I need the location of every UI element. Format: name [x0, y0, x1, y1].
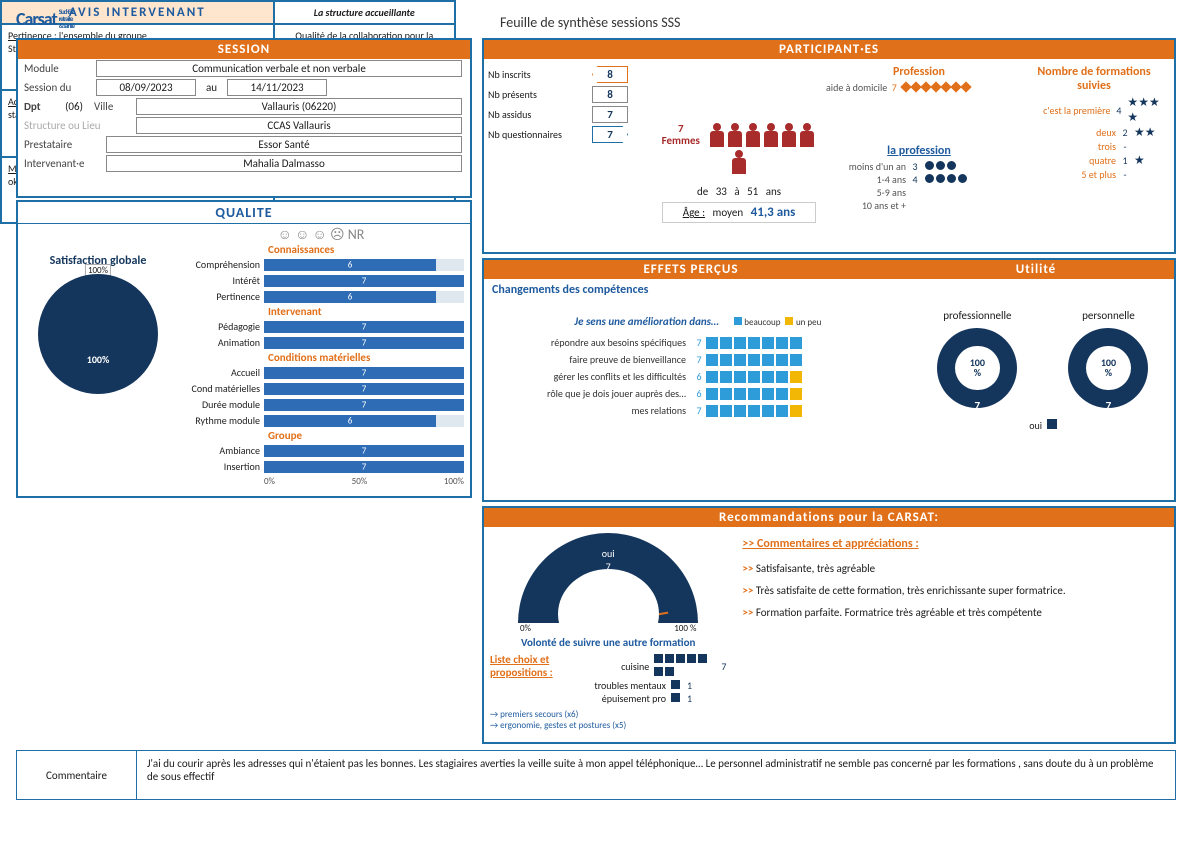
- legend-beaucoup: beaucoup: [744, 317, 780, 328]
- age-max: 51: [747, 185, 758, 198]
- femmes-lbl: Femmes: [662, 134, 700, 147]
- profession-diamonds: [901, 81, 971, 94]
- age-moyen-lbl: moyen: [713, 206, 744, 219]
- age-lbl: Âge :: [683, 206, 705, 219]
- vol-title: Volonté de suivre une autre formation: [500, 636, 716, 649]
- qualite-header: QUALITE: [18, 202, 470, 224]
- dpt-value: (06): [54, 100, 94, 113]
- structure-header: La structure accueillante: [274, 0, 456, 24]
- util-pers-label: personnelle: [1068, 309, 1148, 322]
- utilite-header: Utilité: [898, 260, 1174, 279]
- util-oui: oui: [1029, 419, 1042, 432]
- age-min: 33: [716, 185, 727, 198]
- effets-panel: EFFETS PERÇUS Utilité Changements des co…: [482, 258, 1176, 502]
- util-pers-donut: 100% 7: [1068, 328, 1148, 408]
- donut-pct: 100%: [87, 353, 110, 366]
- quality-bars: ConnaissancesCompréhension6Intérêt7Perti…: [178, 243, 464, 474]
- util-pro-label: professionnelle: [937, 309, 1017, 322]
- comm-title: >> Commentaires et appréciations :: [742, 537, 1164, 551]
- au-label: au: [198, 81, 225, 94]
- util-pro-donut: 100% 7: [937, 328, 1017, 408]
- date-start: 08/09/2023: [96, 79, 196, 96]
- effets-header: EFFETS PERÇUS: [484, 260, 898, 279]
- prestataire-label: Prestataire: [24, 138, 104, 151]
- age-de: de: [697, 185, 708, 198]
- module-value: Communication verbale et non verbale: [96, 60, 462, 77]
- session-header: SESSION: [18, 40, 470, 59]
- bottom-comment: Commentaire J'ai du courir après les adr…: [16, 750, 1176, 800]
- logo: CarsatSud-Estretraite& santé: [16, 8, 74, 30]
- comments-list: Satisfaisante, très agréableTrès satisfa…: [742, 561, 1164, 621]
- prestataire-value: Essor Santé: [106, 136, 462, 153]
- structure-value: CCAS Vallauris: [136, 117, 462, 134]
- gauge-100: 100 %: [674, 623, 696, 634]
- age-moyen: 41,3 ans: [751, 205, 796, 220]
- effets-subtitle: Changements des compétences: [492, 283, 904, 297]
- recomm-header: Recommandations pour la CARSAT:: [484, 508, 1174, 527]
- ville-label: Ville: [94, 100, 134, 113]
- dpt-label: Dpt: [24, 100, 54, 113]
- comment-lbl: Commentaire: [17, 751, 137, 799]
- extra2: → ergonomie, gestes et postures (x5): [490, 720, 726, 731]
- formations-title: Nombre de formations suivies: [1020, 65, 1168, 93]
- gauge-0: 0%: [520, 623, 531, 634]
- participant-counts: Nb inscrits8Nb présents8Nb assidus7Nb qu…: [488, 66, 650, 143]
- nr-label: NR: [348, 226, 365, 243]
- age-a: à: [734, 185, 739, 198]
- gauge: oui7: [518, 533, 698, 623]
- anciennete-title: la profession: [826, 144, 1012, 158]
- session-panel: SESSION Module Communication verbale et …: [16, 38, 472, 198]
- session-du-label: Session du: [24, 81, 94, 94]
- ville-value: Vallauris (06220): [136, 98, 462, 115]
- people-icons: [708, 137, 816, 177]
- intervenant-label: Intervenant·e: [24, 157, 104, 170]
- profession-item: aide à domicile: [826, 81, 887, 94]
- formations-list: c'est la première4★★★★deux2★★trois-quatr…: [1020, 95, 1168, 181]
- comment-txt: J'ai du courir après les adresses qui n'…: [137, 751, 1175, 799]
- structure-label: Structure ou Lieu: [24, 119, 134, 132]
- profession-val: 7: [892, 81, 897, 94]
- extra1: → premiers secours (x6): [490, 709, 726, 720]
- participants-panel: PARTICIPANT·ES Nb inscrits8Nb présents8N…: [482, 38, 1176, 254]
- recomm-panel: Recommandations pour la CARSAT: oui7 0% …: [482, 506, 1176, 744]
- legend-unpeu: un peu: [796, 317, 821, 328]
- page-title: Feuille de synthèse sessions SSS: [500, 14, 681, 31]
- axis-100: 100%: [444, 476, 464, 487]
- liste-title: Liste choix et propositions :: [490, 653, 580, 705]
- intervenant-value: Mahalia Dalmasso: [106, 155, 462, 172]
- propositions: cuisine7troubles mentaux1épuisement pro1: [580, 653, 726, 705]
- module-label: Module: [24, 62, 94, 75]
- date-end: 14/11/2023: [227, 79, 327, 96]
- anciennete-list: moins d'un an31-4 ans45-9 ans10 ans et +: [826, 160, 1012, 212]
- effets-rows: répondre aux besoins spécifiques7faire p…: [492, 334, 904, 419]
- axis-50: 50%: [352, 476, 368, 487]
- sense-label: Je sens une amélioration dans…: [574, 315, 718, 328]
- age-ans: ans: [766, 185, 781, 198]
- participants-header: PARTICIPANT·ES: [484, 40, 1174, 59]
- profession-title: Profession: [826, 65, 1012, 79]
- satisfaction-donut: 100% 100%: [38, 274, 158, 394]
- qualite-panel: QUALITE Satisfaction globale 100% 100% ☺…: [16, 200, 472, 498]
- axis-0: 0%: [264, 476, 275, 487]
